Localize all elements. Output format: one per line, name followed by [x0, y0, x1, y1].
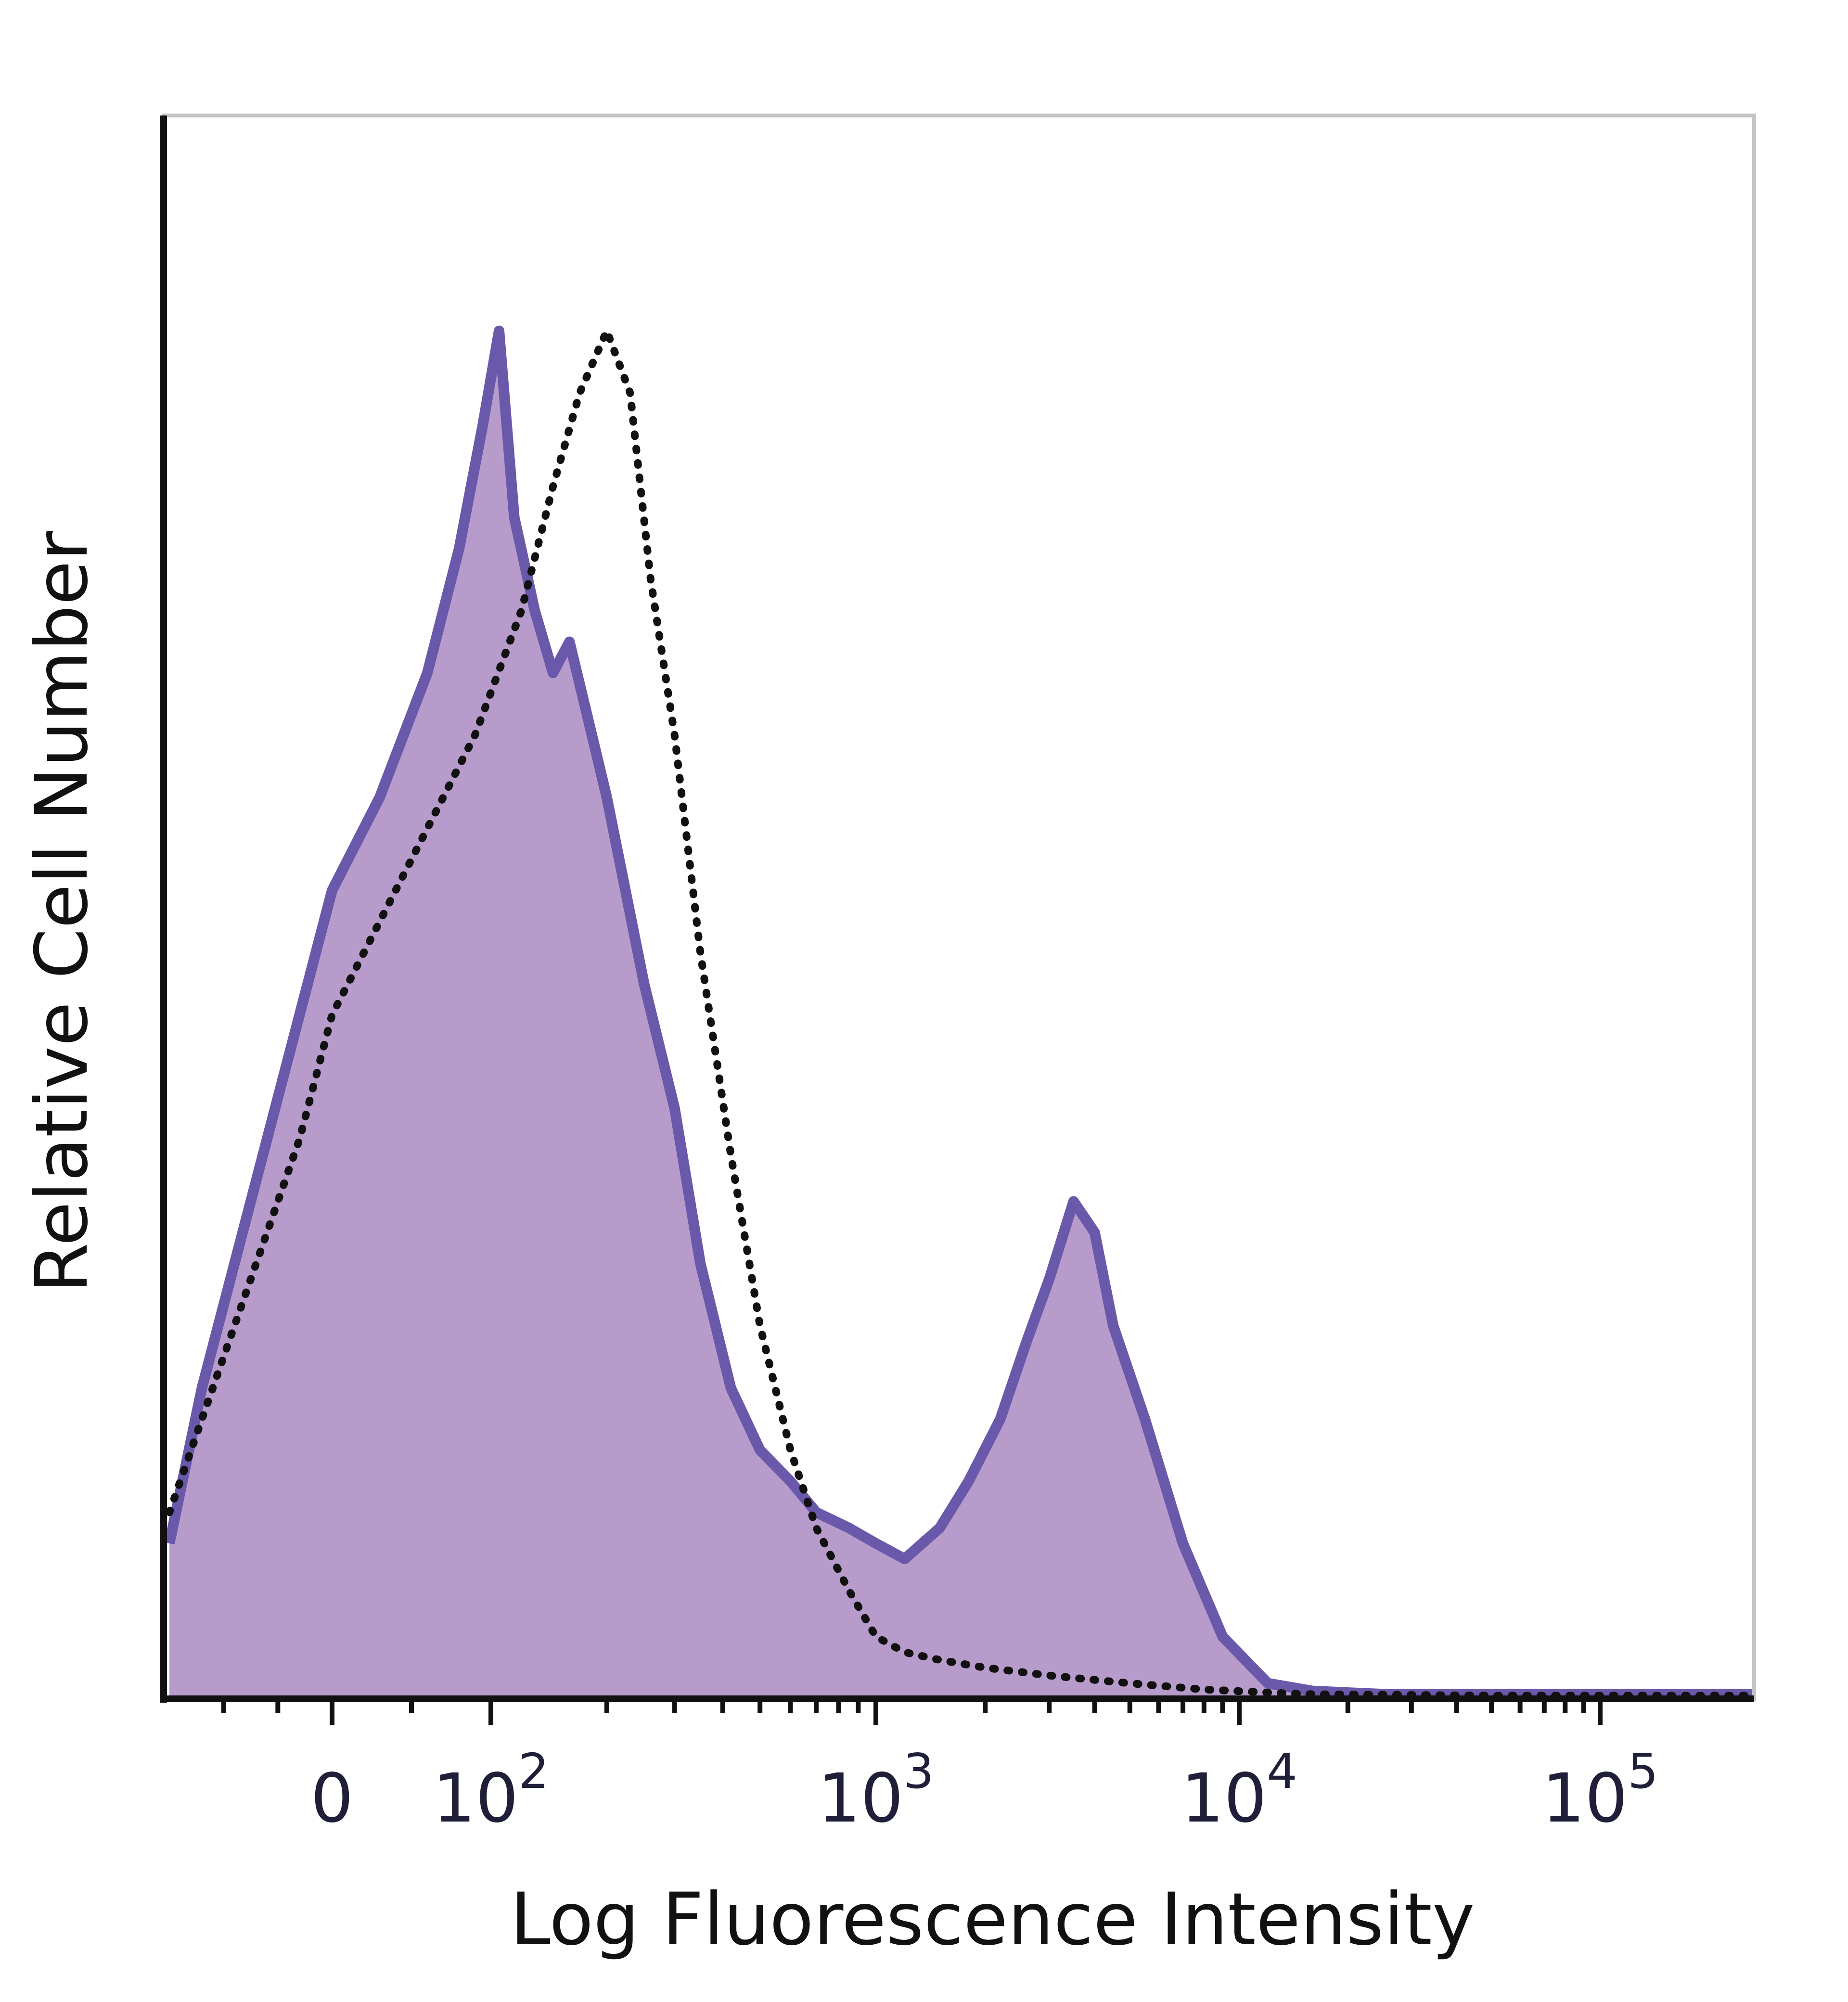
- x-tick-label-exponent: 2: [518, 1743, 549, 1799]
- x-tick-label-3: 104: [1181, 1743, 1297, 1838]
- tick-layer: [221, 1699, 1603, 1725]
- series-layer: [164, 325, 1758, 1700]
- x-tick-label-4: 105: [1542, 1743, 1658, 1838]
- x-tick-label-base: 10: [818, 1759, 903, 1838]
- x-tick-label-base: 10: [1181, 1759, 1267, 1838]
- x-tick-label-1: 102: [433, 1743, 549, 1838]
- x-tick-label-exponent: 5: [1628, 1743, 1658, 1799]
- y-axis-title: Relative Cell Number: [20, 531, 104, 1293]
- series-0-fill: [169, 331, 1754, 1699]
- x-tick-label-base: 10: [1542, 1759, 1628, 1838]
- x-tick-label-base: 0: [310, 1759, 353, 1838]
- series-0-line: [164, 325, 1754, 1700]
- series-1-line: [166, 327, 1758, 1700]
- x-axis-title: Log Fluorescence Intensity: [510, 1878, 1475, 1962]
- x-tick-label-base: 10: [433, 1759, 518, 1838]
- x-tick-label-2: 103: [818, 1743, 934, 1838]
- x-tick-label-exponent: 4: [1267, 1743, 1297, 1799]
- x-tick-label-exponent: 3: [903, 1743, 934, 1799]
- x-tick-label-0: 0: [310, 1759, 353, 1838]
- x-tick-labels: 0 102 103 104 105: [310, 1743, 1658, 1838]
